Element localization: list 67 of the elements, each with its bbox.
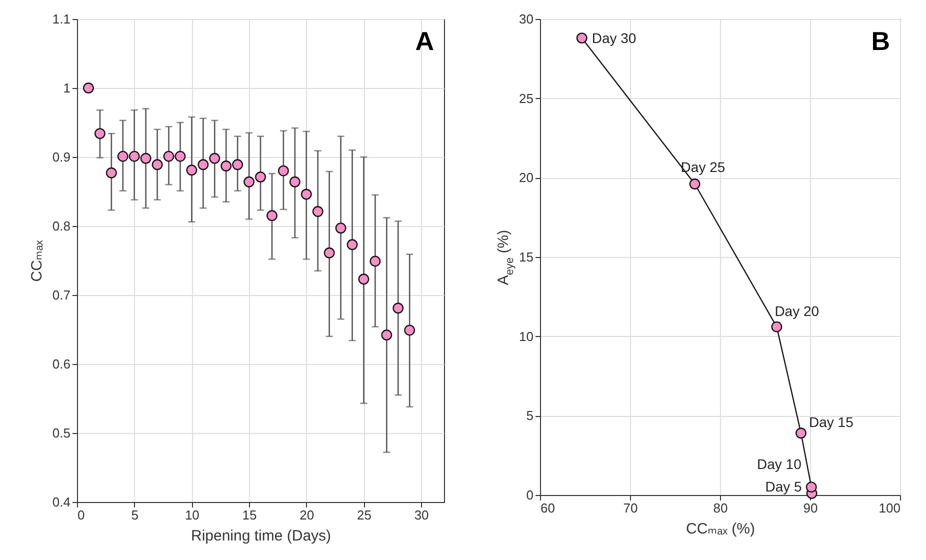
y-axis-title: CCₘₐₓ <box>28 240 46 282</box>
y-tick-label: 20 <box>519 170 534 186</box>
point <box>358 274 370 285</box>
data-label: Day 5 <box>765 478 802 494</box>
point <box>220 160 232 172</box>
x-tick-label: 30 <box>414 508 429 522</box>
point <box>174 150 186 162</box>
point <box>232 159 244 170</box>
point <box>312 206 324 217</box>
point <box>152 159 163 170</box>
point <box>94 128 106 140</box>
point <box>289 176 300 188</box>
x-tick-label: 15 <box>242 508 257 522</box>
y-tick-label: 0.7 <box>52 288 70 302</box>
point <box>186 164 198 176</box>
point <box>82 82 94 94</box>
data-label: Day 15 <box>809 414 854 430</box>
y-tick-label: 25 <box>519 90 534 106</box>
point <box>266 210 278 222</box>
x-tick-label: 100 <box>878 500 900 516</box>
data-label: Day 20 <box>774 302 820 319</box>
point <box>300 188 312 200</box>
x-tick-label: 25 <box>356 508 372 522</box>
data-label: Day 25 <box>680 159 726 176</box>
point <box>404 324 416 336</box>
x-tick-label: 0 <box>78 508 85 522</box>
y-tick-label: 0.9 <box>52 150 70 164</box>
y-tick-label: 0.6 <box>52 356 70 372</box>
point <box>198 159 209 170</box>
y-tick-label: 0.4 <box>52 494 70 510</box>
point <box>335 222 346 234</box>
point <box>209 152 220 164</box>
y-tick-label: 5 <box>526 408 534 424</box>
y-tick-label: 0 <box>526 488 534 502</box>
y-tick-label: 1 <box>63 80 70 96</box>
point <box>128 150 140 162</box>
y-tick-label: 0.8 <box>52 218 70 234</box>
y-tick-label: 10 <box>519 328 534 344</box>
data-label: Day 30 <box>592 30 636 46</box>
point <box>117 150 128 162</box>
x-tick-label: 90 <box>803 500 818 516</box>
point <box>244 176 255 188</box>
point <box>392 302 404 314</box>
point <box>381 330 392 340</box>
y-tick-label: 0.5 <box>52 426 70 440</box>
point <box>278 165 289 176</box>
x-tick-label: 80 <box>713 500 728 516</box>
x-tick-label: 60 <box>540 500 555 516</box>
point <box>346 239 358 250</box>
x-tick-label: 20 <box>300 508 314 522</box>
point <box>370 256 381 267</box>
x-tick-label: 70 <box>623 500 638 516</box>
point <box>255 172 266 182</box>
x-axis-title: Ripening time (Days) <box>190 528 332 544</box>
y-tick-label: 1.1 <box>52 12 70 26</box>
y-tick-label: 15 <box>519 250 534 264</box>
x-axis-title: CCₘₐₓ (%) <box>686 520 756 538</box>
point <box>163 150 174 162</box>
y-tick-label: 30 <box>519 12 534 26</box>
x-tick-label: 5 <box>131 508 138 522</box>
point <box>106 167 117 178</box>
point <box>140 152 152 164</box>
annotation: A <box>415 26 434 56</box>
point <box>324 247 335 258</box>
x-tick-label: 10 <box>184 508 200 522</box>
annotation: B <box>871 26 890 56</box>
data-label: Day 10 <box>756 456 802 472</box>
